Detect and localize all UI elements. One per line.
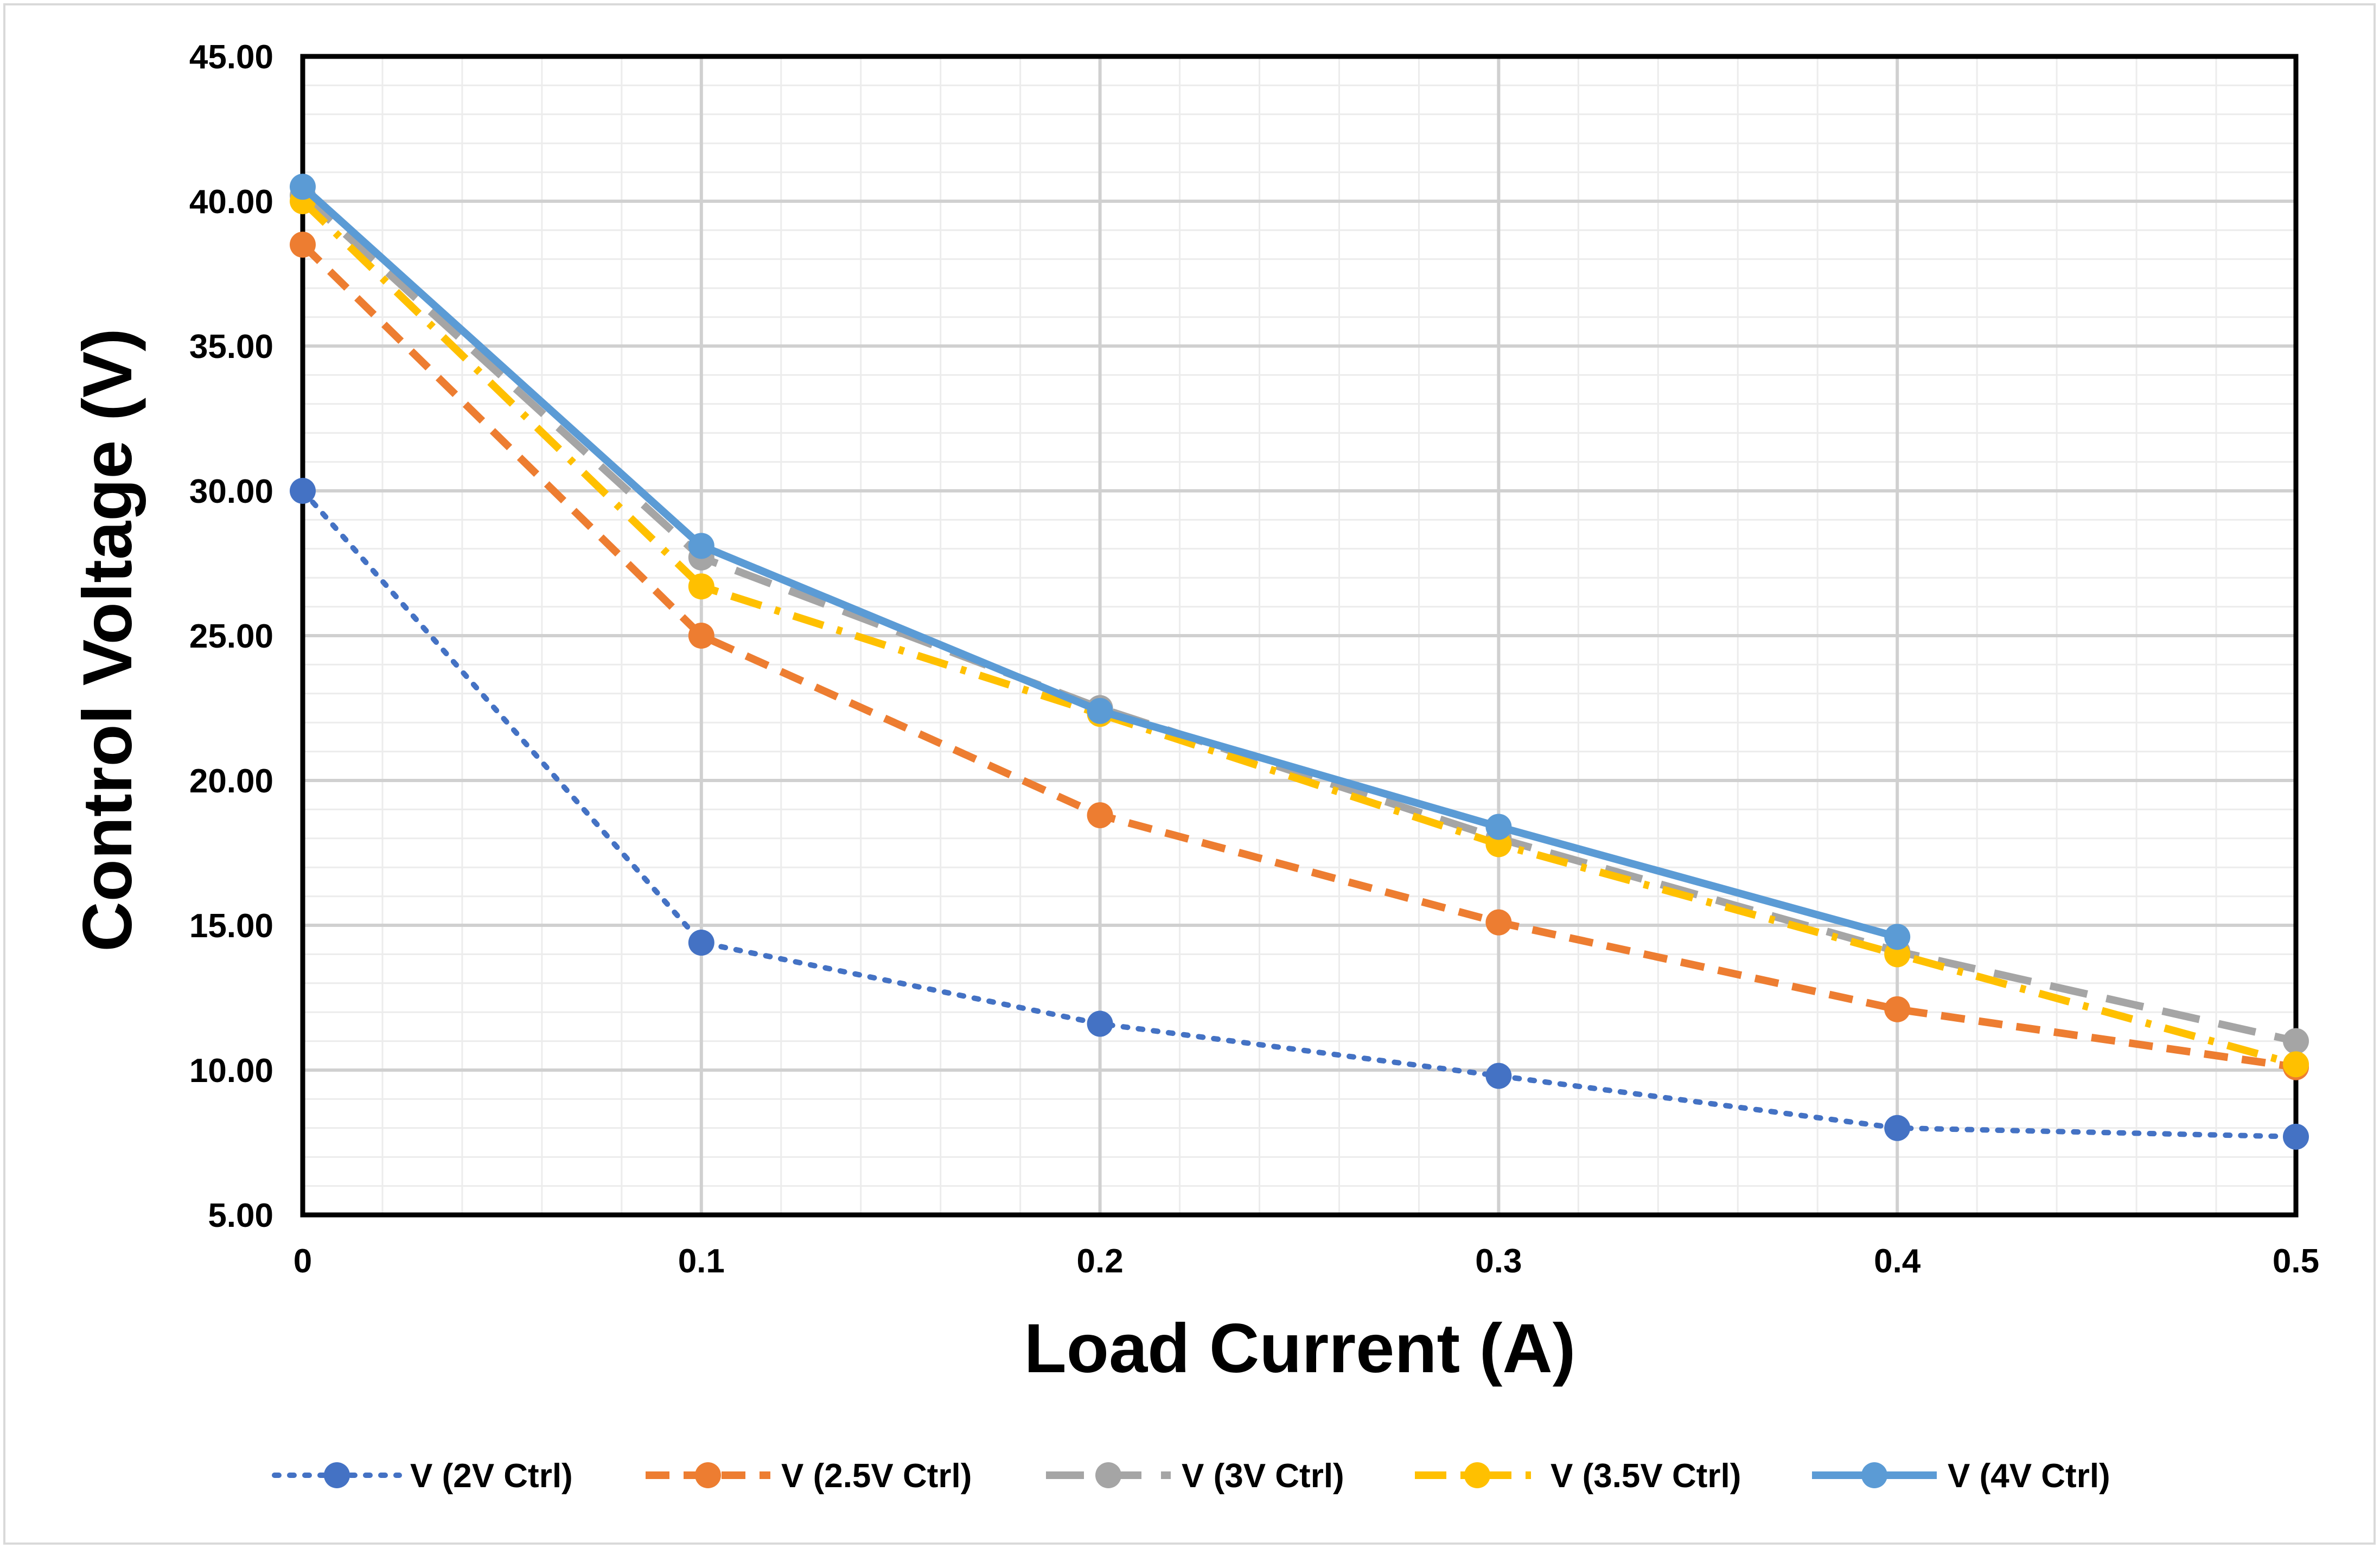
y-axis-title: Control Voltage (V) — [69, 328, 146, 952]
data-point — [688, 533, 714, 559]
tick-labels: 5.00 10.00 15.00 20.00 25.00 30.00 35.00 40.00 4… — [189, 39, 2319, 1280]
data-point — [1087, 1010, 1113, 1037]
data-point — [2283, 1051, 2309, 1078]
y-tick-label: 20.00 — [189, 763, 273, 800]
data-point — [1884, 1115, 1911, 1141]
series-2 — [290, 232, 2309, 1080]
data-point — [1485, 909, 1512, 936]
series-5 — [290, 174, 1911, 950]
legend-marker — [695, 1462, 721, 1488]
x-axis-title: Load Current (A) — [1024, 1310, 1576, 1387]
series-line — [300, 242, 2297, 1071]
data-point — [688, 573, 714, 600]
x-tick-label: 0.4 — [1874, 1243, 1921, 1280]
data-point — [290, 232, 316, 258]
legend-item: V (3.5V Ctrl) — [1415, 1457, 1741, 1495]
x-tick-label: 0.2 — [1076, 1243, 1123, 1280]
data-point — [688, 930, 714, 956]
data-point — [1884, 924, 1911, 950]
series-1 — [290, 478, 2309, 1150]
series-layer — [290, 174, 2309, 1150]
grid-layer — [301, 55, 2298, 1217]
series-4 — [290, 188, 2309, 1078]
legend-label: V (4V Ctrl) — [1948, 1457, 2110, 1495]
plot-border — [300, 54, 2299, 1218]
x-tick-label: 0.5 — [2273, 1243, 2319, 1280]
legend-item: V (4V Ctrl) — [1812, 1457, 2110, 1495]
data-point — [688, 623, 714, 649]
legend-marker — [1861, 1462, 1887, 1488]
legend-label: V (2.5V Ctrl) — [781, 1457, 972, 1495]
legend-item: V (3V Ctrl) — [1046, 1457, 1344, 1495]
legend-label: V (2V Ctrl) — [410, 1457, 573, 1495]
data-point — [290, 478, 316, 504]
chart-frame — [3, 3, 2376, 1545]
legend-marker — [1464, 1462, 1490, 1488]
series-line — [300, 198, 2297, 1068]
data-point — [1087, 697, 1113, 724]
series-line — [300, 193, 2297, 1045]
data-point — [1087, 802, 1113, 829]
y-tick-label: 25.00 — [189, 618, 273, 655]
y-tick-label: 35.00 — [189, 328, 273, 366]
y-tick-label: 30.00 — [189, 473, 273, 510]
legend-item: V (2.5V Ctrl) — [646, 1457, 972, 1495]
y-tick-label: 15.00 — [189, 907, 273, 945]
legend-marker — [1095, 1462, 1121, 1488]
x-tick-label: 0 — [293, 1243, 312, 1280]
y-tick-label: 5.00 — [208, 1197, 273, 1234]
series-line — [300, 488, 2299, 1140]
data-point — [2283, 1123, 2309, 1150]
legend-label: V (3.5V Ctrl) — [1550, 1457, 1741, 1495]
data-point — [1485, 814, 1512, 840]
legend-label: V (3V Ctrl) — [1182, 1457, 1344, 1495]
series-3 — [290, 182, 2309, 1054]
x-tick-label: 0.1 — [678, 1243, 725, 1280]
x-tick-label: 0.3 — [1475, 1243, 1522, 1280]
data-point — [290, 174, 316, 200]
legend-marker — [324, 1462, 350, 1488]
axis-layer — [300, 54, 2299, 1218]
y-tick-label: 10.00 — [189, 1052, 273, 1090]
y-tick-label: 45.00 — [189, 39, 273, 76]
legend: V (2V Ctrl) V (2.5V Ctrl) V (3V Ctrl) V (3.… — [272, 1457, 2110, 1495]
data-point — [1485, 1062, 1512, 1089]
data-point — [2283, 1028, 2309, 1054]
y-tick-label: 40.00 — [189, 183, 273, 221]
legend-item: V (2V Ctrl) — [272, 1457, 573, 1495]
data-point — [1884, 996, 1911, 1022]
